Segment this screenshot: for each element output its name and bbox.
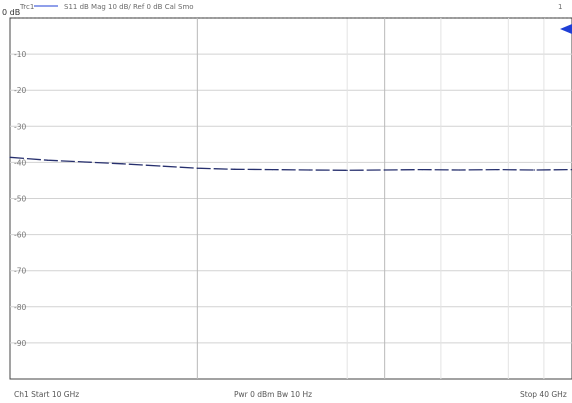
trace-point (496, 169, 498, 171)
trace-point (9, 156, 11, 158)
y-tick-label: -40 (14, 158, 26, 167)
trace-point (384, 169, 386, 171)
trace-point (159, 165, 161, 167)
grid (10, 18, 572, 379)
start-frequency-label: Ch1 Start 10 GHz (14, 390, 79, 399)
y-tick-label: -30 (14, 122, 26, 131)
trace-line (9, 156, 572, 171)
trace-point (271, 169, 273, 171)
reference-marker-icon[interactable] (560, 24, 572, 34)
y-tick-label: -80 (14, 303, 26, 312)
trace-point (533, 169, 536, 171)
trace-point (421, 169, 423, 171)
y-tick-label: -10 (14, 50, 26, 59)
trace-name: Trc1 (19, 3, 34, 11)
y-tick-label: -20 (14, 86, 26, 95)
trace-point (121, 163, 123, 165)
power-bandwidth-label: Pwr 0 dBm Bw 10 Hz (234, 390, 312, 399)
trace-point (46, 159, 49, 161)
trace-point (84, 161, 86, 163)
y-axis-labels: -10 -20 -30 -40 -50 -60 -70 -80 -90 (14, 50, 26, 348)
trace-s11 (9, 156, 572, 171)
stop-frequency-label: Stop 40 GHz (520, 390, 567, 399)
y-tick-label: -50 (14, 195, 26, 204)
trace-point (196, 167, 198, 169)
trace-point (234, 168, 236, 170)
trace-point (459, 169, 461, 171)
y-tick-label: -70 (14, 267, 26, 276)
trace-point (346, 169, 348, 171)
y-tick-label: -90 (14, 339, 26, 348)
y-tick-label: -60 (14, 231, 26, 240)
trace-description: S11 dB Mag 10 dB/ Ref 0 dB Cal Smo (64, 3, 194, 11)
channel-number: 1 (558, 3, 562, 11)
reference-level-label: 0 dB (2, 8, 20, 17)
trace-point (309, 169, 311, 171)
